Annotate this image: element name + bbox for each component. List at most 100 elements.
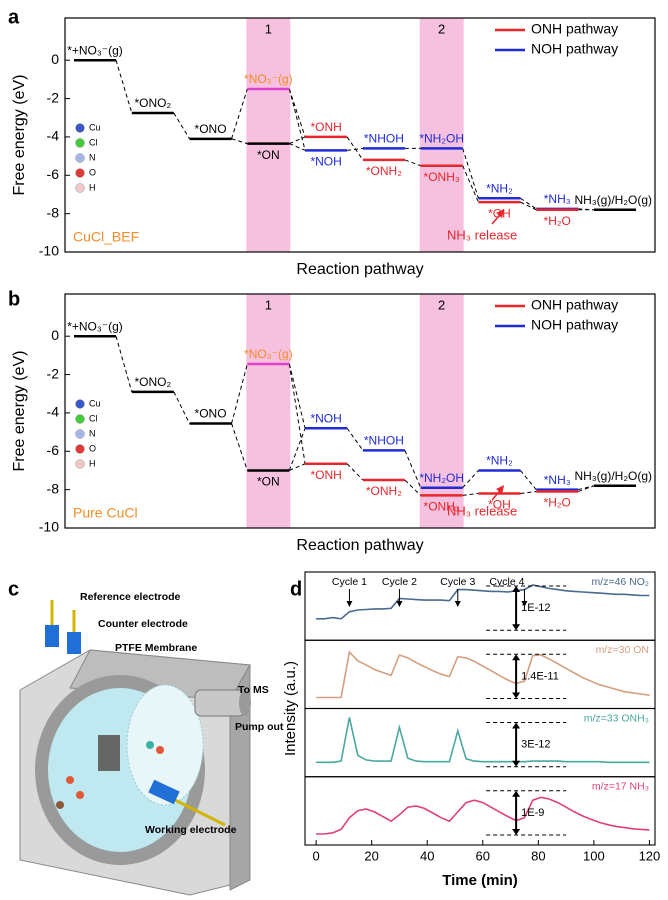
y-tick-label: -6: [47, 442, 60, 458]
level-label: *NH₂OH: [419, 471, 464, 485]
atom-label: Cu: [89, 398, 101, 408]
level-label: *ONO₂: [134, 375, 171, 389]
release-label: NH₃ release: [447, 227, 517, 242]
cycle-label: Cycle 2: [382, 576, 417, 588]
connector: [404, 159, 421, 167]
cell-side: [229, 663, 251, 891]
level-label: *ONH₃: [424, 500, 460, 514]
level-label: *NH₃: [544, 473, 571, 487]
cycle-label: Cycle 4: [489, 576, 524, 588]
legend-label: NOH pathway: [531, 41, 618, 57]
level-label: *NO₃⁻(g): [244, 347, 293, 361]
highlight-label: 2: [438, 297, 445, 312]
molecule: [146, 741, 154, 749]
connector: [346, 463, 364, 481]
plot-frame: [64, 17, 656, 253]
connector: [289, 463, 306, 471]
scale-arrow: [512, 760, 521, 767]
atom-swatch: [75, 123, 85, 133]
release-arrowhead: [496, 485, 505, 494]
atom-swatch: [75, 183, 85, 193]
connector: [289, 136, 306, 145]
y-tick-label: -8: [47, 480, 60, 496]
atom-label: Cl: [89, 137, 98, 147]
molecule: [56, 801, 64, 809]
trace-label: m/z=46 NO₂: [592, 576, 649, 588]
level-label: *ONH: [310, 468, 341, 482]
sample-label: Pure CuCl: [73, 505, 138, 521]
level-label: *+NO₃⁻(g): [67, 319, 123, 333]
atom-label: H: [89, 458, 96, 468]
connector: [231, 363, 248, 424]
y-tick-label: 0: [51, 51, 59, 67]
plot-frame: [64, 293, 656, 529]
connector: [288, 363, 306, 464]
cycle-arrowhead: [396, 601, 403, 607]
level-label: *ON: [257, 475, 280, 489]
working-electrode: [148, 779, 180, 805]
molecule: [156, 746, 164, 754]
connector: [288, 88, 306, 138]
level-label: *OH: [488, 498, 511, 512]
level-label: *NOH: [310, 155, 341, 169]
cycle-arrowhead: [521, 601, 528, 607]
cycle-label: Cycle 1: [332, 576, 367, 588]
sample-label: CuCl_BEF: [73, 229, 139, 245]
atom-swatch: [75, 414, 85, 424]
connector: [520, 491, 537, 494]
y-tick-label: -4: [47, 128, 60, 144]
x-tick-label: 100: [583, 848, 605, 863]
level-label: *ONO: [195, 122, 227, 136]
level-label: *ONH: [310, 120, 341, 134]
y-axis-title: Free energy (eV): [11, 351, 28, 472]
atom-swatch: [75, 459, 85, 469]
y-tick-label: -10: [39, 243, 59, 259]
atom-label: Cu: [89, 122, 101, 132]
level-label: *ONH₃: [424, 170, 460, 184]
highlight-band: [246, 18, 291, 252]
level-label: *ONH₂: [366, 484, 402, 498]
x-tick-label: 20: [364, 848, 378, 863]
atom-label: N: [89, 428, 96, 438]
level-label: *ONH₂: [366, 164, 402, 178]
connector: [404, 479, 422, 496]
connector: [462, 148, 479, 199]
level-label: NH₃(g)/H₂O(g): [574, 193, 652, 207]
molecule: [66, 776, 74, 784]
y-tick-label: -8: [47, 204, 60, 220]
diagram-label: Counter electrode: [98, 618, 188, 630]
level-label: *H₂O: [544, 214, 571, 228]
scale-arrow: [512, 654, 521, 661]
subplot-frame: [304, 776, 656, 846]
scale-arrow: [512, 586, 521, 592]
y-tick-label: -2: [47, 365, 60, 381]
trace: [316, 584, 650, 620]
diagram-label: PTFE Membrane: [115, 642, 197, 654]
ptfe-membrane: [126, 684, 204, 806]
connector: [173, 112, 190, 140]
highlight-label: 1: [265, 297, 272, 312]
electrode-plate: [98, 735, 120, 771]
connector: [288, 428, 306, 471]
level-label: *NHOH: [364, 433, 404, 447]
scale-arrow: [512, 829, 521, 835]
diagram-label: Pump out: [235, 721, 284, 733]
cycle-label: Cycle 3: [440, 576, 475, 588]
connector: [289, 143, 306, 151]
highlight-band: [419, 294, 464, 528]
connector: [231, 138, 248, 145]
connector: [520, 201, 537, 211]
level-label: NH₃(g)/H₂O(g): [574, 469, 652, 483]
x-tick-label: 120: [639, 848, 661, 863]
diagram-label: Working electrode: [145, 824, 237, 836]
atom-swatch: [75, 138, 85, 148]
panel-label: c: [8, 578, 19, 600]
x-axis-title: Reaction pathway: [296, 261, 423, 278]
connector: [115, 60, 133, 114]
release-label: NH₃ release: [447, 503, 517, 518]
scale-arrow: [512, 692, 521, 699]
level-label: *NH₂OH: [419, 132, 464, 146]
x-axis-title: Time (min): [442, 872, 518, 889]
connector: [346, 427, 364, 451]
